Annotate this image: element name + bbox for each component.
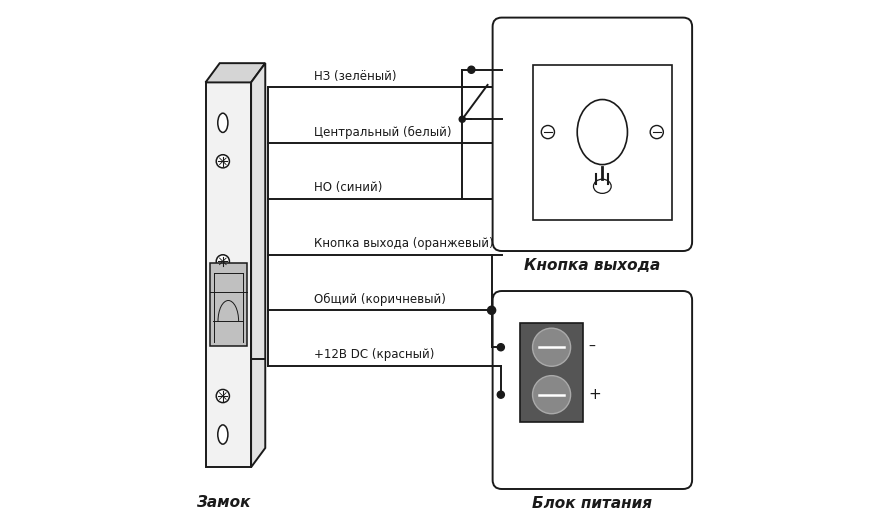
Text: Кнопка выхода: Кнопка выхода xyxy=(524,258,660,273)
Ellipse shape xyxy=(577,99,626,165)
Ellipse shape xyxy=(218,425,228,444)
Circle shape xyxy=(459,116,465,122)
Text: НО (синий): НО (синий) xyxy=(314,181,383,194)
Text: Общий (коричневый): Общий (коричневый) xyxy=(314,293,446,306)
Circle shape xyxy=(487,306,495,314)
Circle shape xyxy=(497,344,504,351)
Text: –: – xyxy=(587,340,595,354)
Circle shape xyxy=(467,66,474,73)
Polygon shape xyxy=(519,323,583,422)
Text: +: + xyxy=(587,387,601,402)
Polygon shape xyxy=(251,63,265,467)
Circle shape xyxy=(216,154,229,168)
Polygon shape xyxy=(532,65,672,220)
Polygon shape xyxy=(209,263,247,346)
FancyBboxPatch shape xyxy=(492,291,691,489)
Text: +12В DC (красный): +12В DC (красный) xyxy=(314,348,434,362)
Circle shape xyxy=(540,126,554,139)
Circle shape xyxy=(216,389,229,403)
Polygon shape xyxy=(206,63,265,82)
Circle shape xyxy=(216,255,229,268)
Text: Центральный (белый): Центральный (белый) xyxy=(314,126,451,139)
Text: Замок: Замок xyxy=(197,495,251,510)
Text: Блок питания: Блок питания xyxy=(532,496,651,511)
Text: Кнопка выхода (оранжевый): Кнопка выхода (оранжевый) xyxy=(314,237,494,250)
Circle shape xyxy=(649,126,663,139)
Circle shape xyxy=(532,375,570,414)
Polygon shape xyxy=(206,82,251,467)
Text: НЗ (зелёный): НЗ (зелёный) xyxy=(314,70,396,83)
Circle shape xyxy=(532,328,570,366)
FancyBboxPatch shape xyxy=(492,18,691,251)
Ellipse shape xyxy=(593,179,610,194)
Circle shape xyxy=(497,391,504,398)
Ellipse shape xyxy=(218,113,228,132)
